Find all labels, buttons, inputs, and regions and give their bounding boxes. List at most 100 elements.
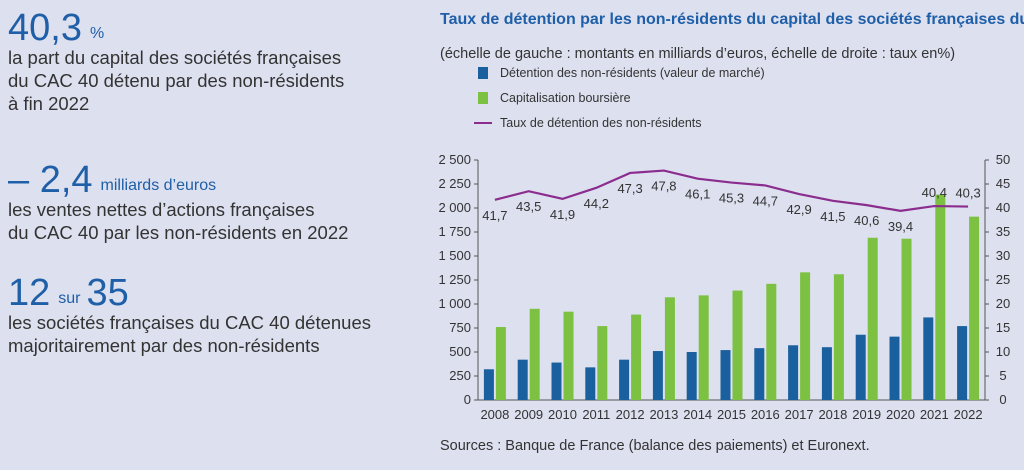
bar xyxy=(766,283,777,400)
value-label: 40,3 xyxy=(955,186,980,201)
value-label: 43,5 xyxy=(516,199,541,214)
bar xyxy=(935,194,946,400)
legend-label: Capitalisation boursière xyxy=(500,91,631,105)
bar xyxy=(855,334,866,400)
value-label: 41,9 xyxy=(550,207,575,222)
y2-tick-label: 0 xyxy=(999,392,1006,407)
y-tick-label: 2 000 xyxy=(438,200,471,215)
bar xyxy=(619,359,630,400)
y2-tick-label: 40 xyxy=(996,200,1010,215)
bar xyxy=(821,347,832,400)
bar xyxy=(969,216,980,400)
x-tick-label: 2008 xyxy=(480,407,509,422)
value-label: 44,7 xyxy=(753,193,778,208)
x-tick-label: 2020 xyxy=(886,407,915,422)
y2-tick-label: 35 xyxy=(996,224,1010,239)
x-tick-label: 2009 xyxy=(514,407,543,422)
bar xyxy=(551,362,562,400)
y-tick-label: 1 000 xyxy=(438,296,471,311)
y2-tick-label: 30 xyxy=(996,248,1010,263)
stat-text: du CAC 40 détenu par des non-résidents xyxy=(8,70,344,91)
stat-text: du CAC 40 par les non-résidents en 2022 xyxy=(8,222,348,243)
x-tick-label: 2015 xyxy=(717,407,746,422)
bar xyxy=(664,297,675,400)
x-tick-label: 2019 xyxy=(852,407,881,422)
bar xyxy=(585,367,596,400)
x-tick-label: 2022 xyxy=(954,407,983,422)
line xyxy=(494,169,969,212)
stat-text: la part du capital des sociétés français… xyxy=(8,47,341,68)
value-label: 42,9 xyxy=(786,202,811,217)
x-tick-label: 2016 xyxy=(751,407,780,422)
x-tick-label: 2018 xyxy=(818,407,847,422)
stat-text: les ventes nettes d’actions françaises xyxy=(8,199,314,220)
stat-figure: 35 xyxy=(87,272,129,314)
stat-unit: milliards d’euros xyxy=(101,177,217,194)
bar xyxy=(800,272,811,400)
bar xyxy=(732,290,743,400)
value-label: 41,7 xyxy=(482,208,507,223)
value-label: 40,4 xyxy=(922,185,947,200)
bar xyxy=(495,327,506,400)
y-tick-label: 0 xyxy=(464,392,471,407)
y2-tick-label: 10 xyxy=(996,344,1010,359)
bar xyxy=(529,308,540,400)
x-tick-label: 2021 xyxy=(920,407,949,422)
bar xyxy=(867,237,878,400)
bar xyxy=(686,352,697,400)
legend-swatch xyxy=(478,67,488,79)
y-tick-label: 1 750 xyxy=(438,224,471,239)
x-tick-label: 2010 xyxy=(548,407,577,422)
bar xyxy=(754,348,765,400)
value-label: 39,4 xyxy=(888,219,913,234)
stat-figure: 12 xyxy=(8,272,50,314)
stat-figure: – 2,4 xyxy=(8,159,93,201)
y-tick-label: 500 xyxy=(449,344,471,359)
value-label: 47,8 xyxy=(651,179,676,194)
x-tick-label: 2017 xyxy=(785,407,814,422)
bar xyxy=(652,351,663,400)
x-tick-label: 2013 xyxy=(649,407,678,422)
stat-text: à fin 2022 xyxy=(8,93,89,114)
bar xyxy=(698,295,709,400)
stat-unit: % xyxy=(90,25,104,42)
stat-figure: 40,3 xyxy=(8,7,82,49)
y2-tick-label: 45 xyxy=(996,176,1010,191)
y-tick-label: 1 250 xyxy=(438,272,471,287)
stat-text: les sociétés françaises du CAC 40 détenu… xyxy=(8,312,371,333)
stat-text: majoritairement par des non-résidents xyxy=(8,335,320,356)
y2-tick-label: 5 xyxy=(999,368,1006,383)
value-label: 46,1 xyxy=(685,187,710,202)
y-tick-label: 2 500 xyxy=(438,152,471,167)
value-label: 45,3 xyxy=(719,191,744,206)
source: Sources : Banque de France (balance des … xyxy=(440,438,870,454)
value-label: 40,6 xyxy=(854,213,879,228)
legend-label: Taux de détention des non-résidents xyxy=(500,116,702,130)
bar xyxy=(517,359,528,400)
chart-title: Taux de détention par les non-résidents … xyxy=(440,11,1024,28)
bar xyxy=(957,326,968,400)
bar xyxy=(833,274,844,400)
y-tick-label: 2 250 xyxy=(438,176,471,191)
stat-unit: sur xyxy=(58,290,81,307)
bar xyxy=(597,326,608,400)
y-tick-label: 750 xyxy=(449,320,471,335)
value-label: 44,2 xyxy=(584,196,609,211)
y2-tick-label: 25 xyxy=(996,272,1010,287)
bar xyxy=(901,238,912,400)
bar xyxy=(631,314,642,400)
legend-swatch xyxy=(478,92,488,104)
bar xyxy=(483,369,494,400)
chart-subtitle: (échelle de gauche : montants en milliar… xyxy=(440,46,955,62)
bar xyxy=(923,317,934,400)
value-label: 47,3 xyxy=(617,181,642,196)
y2-tick-label: 20 xyxy=(996,296,1010,311)
y-tick-label: 1 500 xyxy=(438,248,471,263)
x-tick-label: 2014 xyxy=(683,407,712,422)
bar xyxy=(788,345,799,400)
bar xyxy=(563,311,574,400)
y2-tick-label: 15 xyxy=(996,320,1010,335)
x-tick-label: 2012 xyxy=(616,407,645,422)
value-label: 41,5 xyxy=(820,209,845,224)
